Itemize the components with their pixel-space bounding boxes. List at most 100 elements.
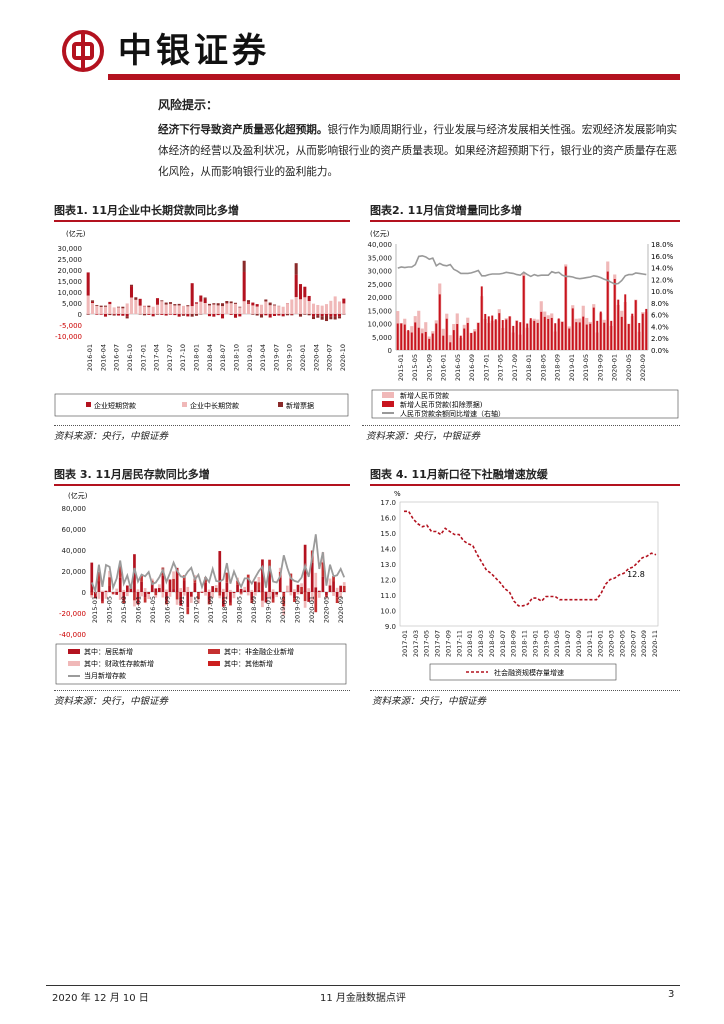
figure-4-title: 图表 4. 11月新口径下社融增速放缓 [370,468,548,481]
fig1-bar-mid [134,299,138,314]
fig3-bar-household [143,592,147,598]
fig2-bar-loans-ex-bill [564,266,567,350]
fig4-x-tick-label: 2019-03 [542,630,550,657]
fig3-bar-household [207,592,211,601]
fig3-bar-household [296,584,300,592]
fig3-bar-household [175,567,179,592]
fig1-bar-mid [255,306,259,314]
fig1-bar-mid [147,307,151,314]
fig1-bar-bill [316,315,320,318]
fig2-bar-loans-ex-bill [568,328,571,350]
fig4-x-tick-label: 2018-07 [499,630,507,657]
fig1-bar-bill [160,300,164,302]
fig1-bar-short [242,271,246,302]
fig4-x-tick-label: 2020-05 [618,630,626,657]
fig1-bar-bill [233,302,238,304]
fig1-bar-short [155,298,160,305]
fig1-bar-short [147,314,151,315]
fig3-bar-corporate [122,600,126,604]
fig1-bar-bill [207,303,212,306]
figure-1-source-rule [54,425,350,426]
fig1-bar-mid [168,303,173,314]
fig1-bar-mid [190,306,194,314]
fig1-bar-short [103,314,108,317]
fig3-bar-fiscal [189,596,193,603]
fig2-y-tick-label: 10,000 [368,321,393,329]
fig3-bar-household [90,562,94,592]
fig3-bar-household [115,592,119,595]
fig1-bar-bill [238,306,242,308]
fig1-bar-bill [329,316,333,320]
fig3-bar-corporate [108,577,111,587]
fig2-bar-loans-ex-bill [575,322,578,350]
fig1-bar-mid [125,303,129,314]
fig3-bar-corporate [101,601,104,604]
figure-1-rule [54,220,350,222]
fig3-bar-household [335,592,339,598]
fig2-bar-loans-ex-bill [505,319,508,350]
fig4-y-tick-label: 15.0 [380,530,396,538]
fig4-y-tick-label: 17.0 [380,499,396,507]
fig2-bar-loans-ex-bill [452,330,455,350]
fig1-bar-mid [277,306,281,314]
fig1-bar-bill [298,314,303,317]
fig2-bar-loans-ex-bill [407,330,410,350]
fig3-bar-fiscal [90,595,94,598]
fig3-bar-household [339,585,343,592]
fig1-bar-mid [121,308,125,314]
fig3-bar-corporate [246,574,250,580]
fig2-bar-loans-ex-bill [459,335,462,350]
fig2-bar-loans-ex-bill [442,335,445,350]
fig3-bar-fiscal [257,576,261,583]
fig2-x-tick-label: 2020-05 [625,354,633,381]
fig1-bar-short [298,284,303,300]
fig1-bar-short [108,301,112,305]
fig1-y-tick-label: 5,000 [62,300,82,308]
risk-heading: 风险提示： [158,98,219,112]
figure-3-chart: (亿元) 80,000 60,000 40,000 20,000 0 -20,000 -40,… [55,491,347,685]
fig3-bar-fiscal [211,592,215,598]
fig1-bar-bill [95,304,99,306]
fig2-x-tick-label: 2017-09 [511,354,519,381]
fig1-y-tick-label: 30,000 [58,245,83,253]
fig1-x-tick-label: 2019-10 [286,344,294,371]
fig1-x-tick-label: 2017-04 [153,344,161,371]
fig1-bar-bill [255,314,259,316]
fig3-bar-corporate [97,571,101,582]
fig3-bar-fiscal [207,589,211,592]
fig1-bar-short [320,314,324,317]
fig1-x-tick-label: 2018-07 [219,344,227,371]
fig1-bar-mid [233,303,238,314]
fig2-legend-label: 新增人民币贷款 [400,391,449,400]
fig1-x-tick-label: 2018-10 [232,344,240,371]
fig3-bar-household [325,592,328,596]
fig2-y-tick-label: 30,000 [368,268,393,276]
fig1-x-tick-label: 2019-01 [246,344,254,371]
fig2-legend-swatch [382,401,394,407]
fig3-bar-fiscal [122,589,126,592]
fig1-bar-bill [216,303,220,306]
fig1-bar-short [277,314,281,316]
fig2-bar-loans-ex-bill [484,313,487,350]
fig4-x-tick-label: 2020-07 [629,630,637,657]
fig2-bar-loans-ex-bill [592,307,595,350]
fig2-bar-loans-ex-bill [403,324,406,350]
fig3-bar-corporate [342,585,346,591]
fig4-data-label: 12.8 [627,570,645,579]
fig3-bar-fiscal [150,578,154,581]
fig1-bar-mid [290,299,294,314]
fig4-y-tick-label: 9.0 [385,623,396,631]
fig3-bar-fiscal [172,571,175,579]
fig3-bar-fiscal [339,592,343,598]
fig3-bar-fiscal [104,592,108,599]
fig1-bar-bill [99,305,103,307]
fig2-y2-tick-label: 18.0% [651,241,674,249]
fig3-bar-corporate [303,592,307,602]
fig2-bar-loans-ex-bill [550,317,553,350]
fig3-bar-corporate [300,586,303,592]
fig1-bar-short [290,314,294,315]
fig3-legend-label: 其中：居民新增 [84,647,133,656]
fig1-bar-short [233,314,238,318]
fig3-bar-corporate [268,559,271,569]
fig3-bar-fiscal [225,592,229,600]
